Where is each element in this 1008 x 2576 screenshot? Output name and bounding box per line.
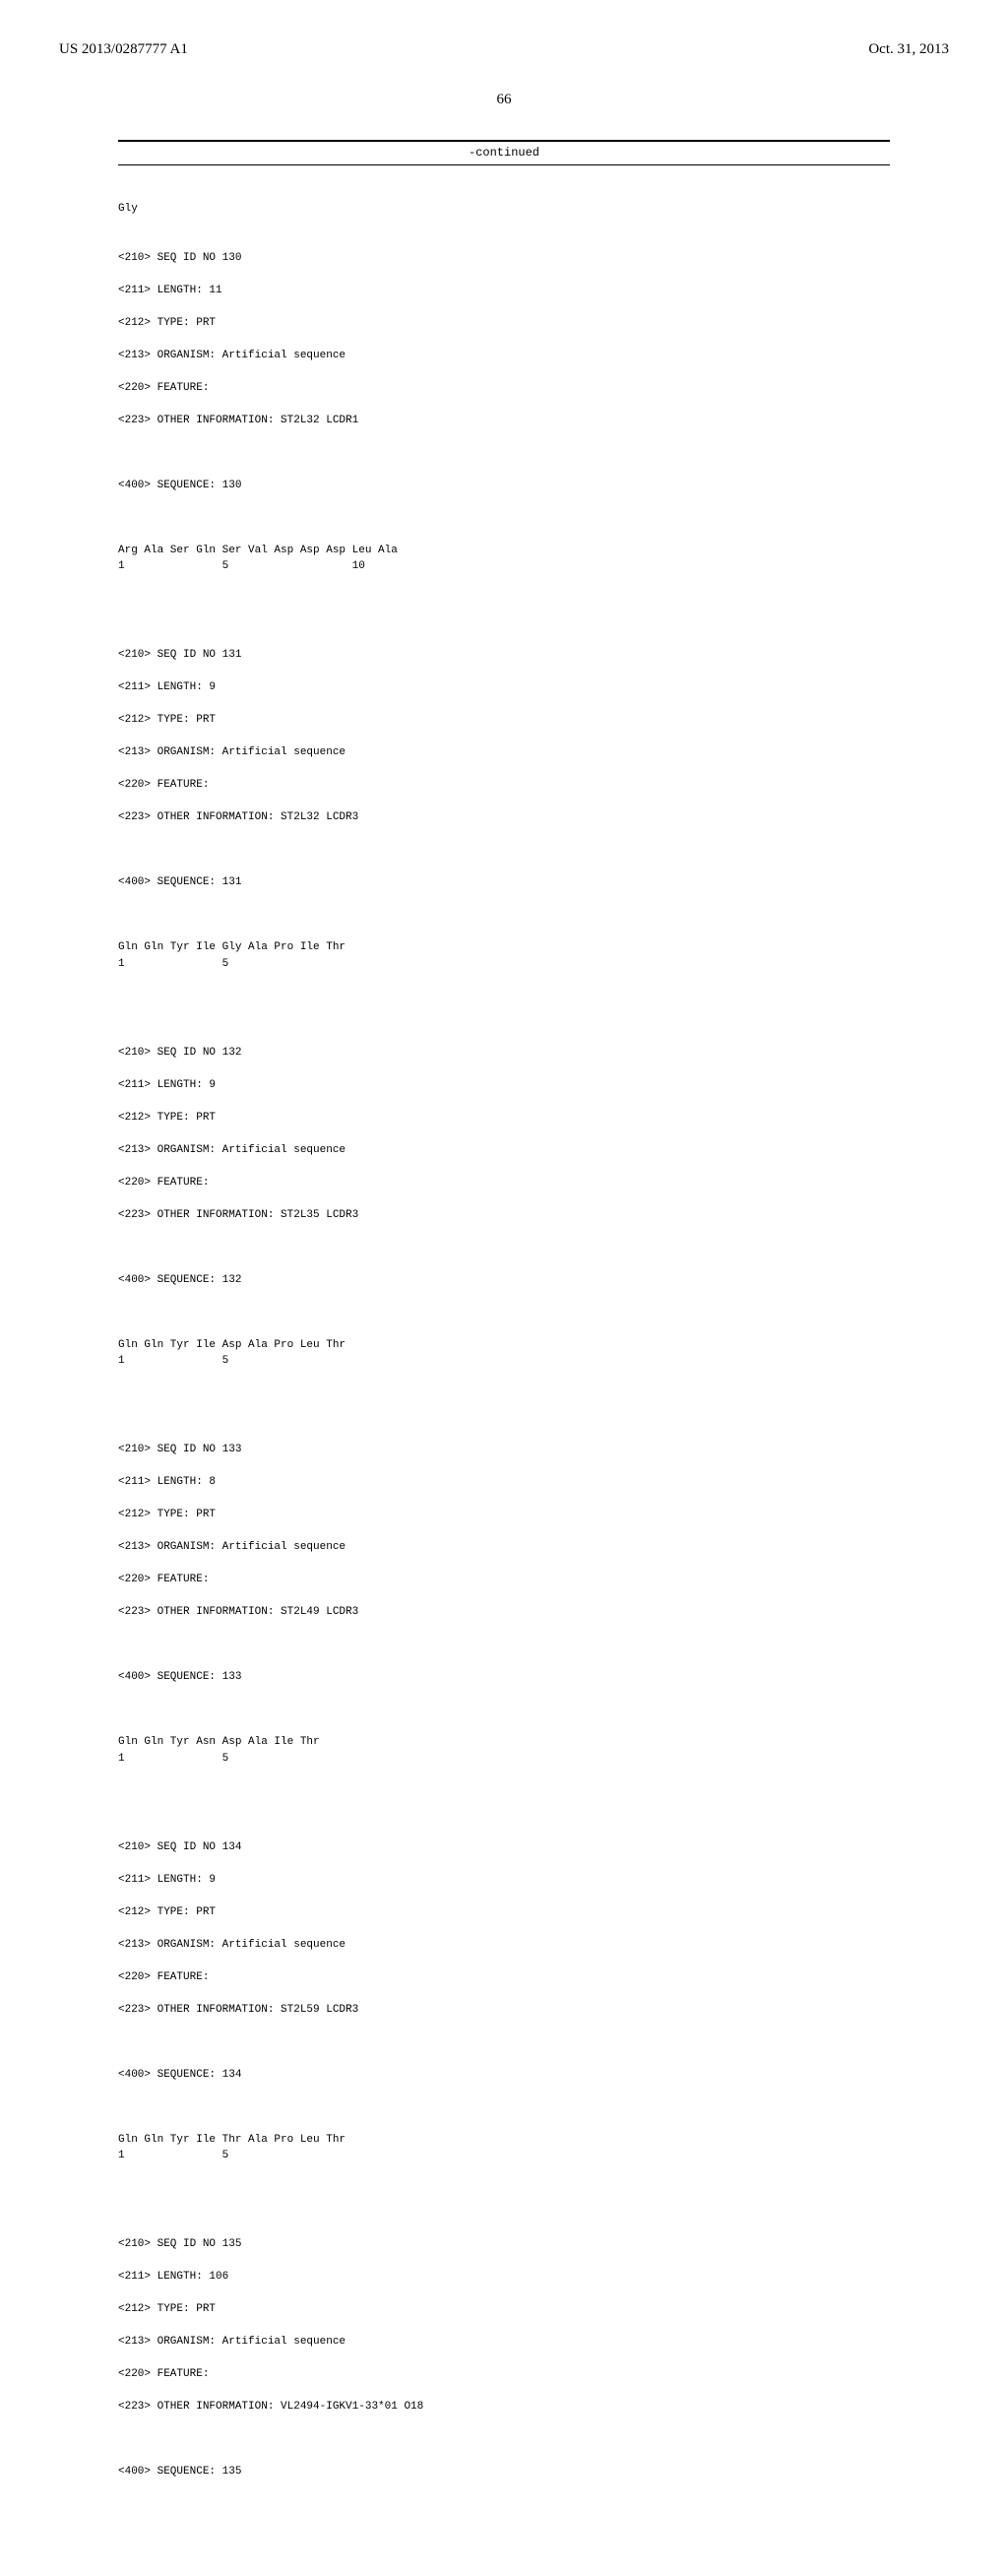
prelude-text: Gly [118, 201, 890, 218]
seq-type-line: <212> TYPE: PRT [118, 712, 890, 729]
seq-header-line: <400> SEQUENCE: 133 [118, 1669, 890, 1686]
seq-text: Gln Gln Tyr Ile Gly Ala Pro Ile Thr 1 5 [118, 939, 890, 972]
seq-other-info-line: <223> OTHER INFORMATION: ST2L49 LCDR3 [118, 1604, 890, 1621]
seq-other-info-line: <223> OTHER INFORMATION: VL2494-IGKV1-33… [118, 2399, 890, 2415]
sequence-listing: Gly <210> SEQ ID NO 130 <211> LENGTH: 11… [118, 185, 890, 2537]
seq-feature-line: <220> FEATURE: [118, 1969, 890, 1986]
publication-number: US 2013/0287777 A1 [59, 39, 188, 60]
seq-organism-line: <213> ORGANISM: Artificial sequence [118, 1937, 890, 1954]
seq-block-135: <210> SEQ ID NO 135 <211> LENGTH: 106 <2… [118, 2221, 890, 2497]
seq-organism-line: <213> ORGANISM: Artificial sequence [118, 744, 890, 761]
seq-block-134: <210> SEQ ID NO 134 <211> LENGTH: 9 <212… [118, 1823, 890, 2180]
seq-organism-line: <213> ORGANISM: Artificial sequence [118, 1539, 890, 1556]
seq-text: Gln Gln Tyr Ile Asp Ala Pro Leu Thr 1 5 [118, 1337, 890, 1370]
seq-type-line: <212> TYPE: PRT [118, 1904, 890, 1921]
seq-type-line: <212> TYPE: PRT [118, 315, 890, 332]
seq-id-line: <210> SEQ ID NO 135 [118, 2236, 890, 2253]
seq-header-line: <400> SEQUENCE: 132 [118, 1272, 890, 1289]
publication-date: Oct. 31, 2013 [868, 39, 949, 60]
seq-id-line: <210> SEQ ID NO 130 [118, 250, 890, 267]
seq-organism-line: <213> ORGANISM: Artificial sequence [118, 348, 890, 364]
seq-type-line: <212> TYPE: PRT [118, 1110, 890, 1127]
seq-length-line: <211> LENGTH: 9 [118, 679, 890, 696]
seq-feature-line: <220> FEATURE: [118, 1572, 890, 1588]
seq-block-131: <210> SEQ ID NO 131 <211> LENGTH: 9 <212… [118, 631, 890, 989]
seq-block-132: <210> SEQ ID NO 132 <211> LENGTH: 9 <212… [118, 1028, 890, 1385]
seq-length-line: <211> LENGTH: 106 [118, 2269, 890, 2286]
seq-feature-line: <220> FEATURE: [118, 777, 890, 794]
seq-other-info-line: <223> OTHER INFORMATION: ST2L35 LCDR3 [118, 1207, 890, 1224]
seq-feature-line: <220> FEATURE: [118, 1175, 890, 1191]
seq-id-line: <210> SEQ ID NO 132 [118, 1045, 890, 1062]
seq-length-line: <211> LENGTH: 8 [118, 1474, 890, 1491]
seq-header-line: <400> SEQUENCE: 131 [118, 874, 890, 891]
seq-organism-line: <213> ORGANISM: Artificial sequence [118, 1142, 890, 1159]
seq-text: Gln Gln Tyr Asn Asp Ala Ile Thr 1 5 [118, 1734, 890, 1767]
seq-text: Arg Ala Ser Gln Ser Val Asp Asp Asp Leu … [118, 543, 890, 575]
seq-block-130: <210> SEQ ID NO 130 <211> LENGTH: 11 <21… [118, 233, 890, 591]
seq-type-line: <212> TYPE: PRT [118, 2301, 890, 2318]
seq-text: Gln Gln Tyr Ile Thr Ala Pro Leu Thr 1 5 [118, 2132, 890, 2164]
seq-id-line: <210> SEQ ID NO 133 [118, 1442, 890, 1458]
seq-type-line: <212> TYPE: PRT [118, 1507, 890, 1523]
seq-header-line: <400> SEQUENCE: 135 [118, 2464, 890, 2480]
page-header: US 2013/0287777 A1 Oct. 31, 2013 [59, 39, 949, 60]
seq-length-line: <211> LENGTH: 11 [118, 283, 890, 299]
seq-length-line: <211> LENGTH: 9 [118, 1872, 890, 1889]
seq-other-info-line: <223> OTHER INFORMATION: ST2L32 LCDR1 [118, 413, 890, 429]
seq-header-line: <400> SEQUENCE: 134 [118, 2067, 890, 2084]
page-number: 66 [59, 90, 949, 110]
seq-id-line: <210> SEQ ID NO 131 [118, 647, 890, 664]
seq-other-info-line: <223> OTHER INFORMATION: ST2L32 LCDR3 [118, 809, 890, 826]
seq-id-line: <210> SEQ ID NO 134 [118, 1839, 890, 1856]
seq-block-133: <210> SEQ ID NO 133 <211> LENGTH: 8 <212… [118, 1426, 890, 1783]
seq-length-line: <211> LENGTH: 9 [118, 1077, 890, 1094]
seq-feature-line: <220> FEATURE: [118, 2366, 890, 2383]
continued-label: -continued [118, 140, 890, 165]
seq-organism-line: <213> ORGANISM: Artificial sequence [118, 2334, 890, 2351]
seq-header-line: <400> SEQUENCE: 130 [118, 478, 890, 494]
seq-other-info-line: <223> OTHER INFORMATION: ST2L59 LCDR3 [118, 2002, 890, 2019]
seq-feature-line: <220> FEATURE: [118, 380, 890, 397]
